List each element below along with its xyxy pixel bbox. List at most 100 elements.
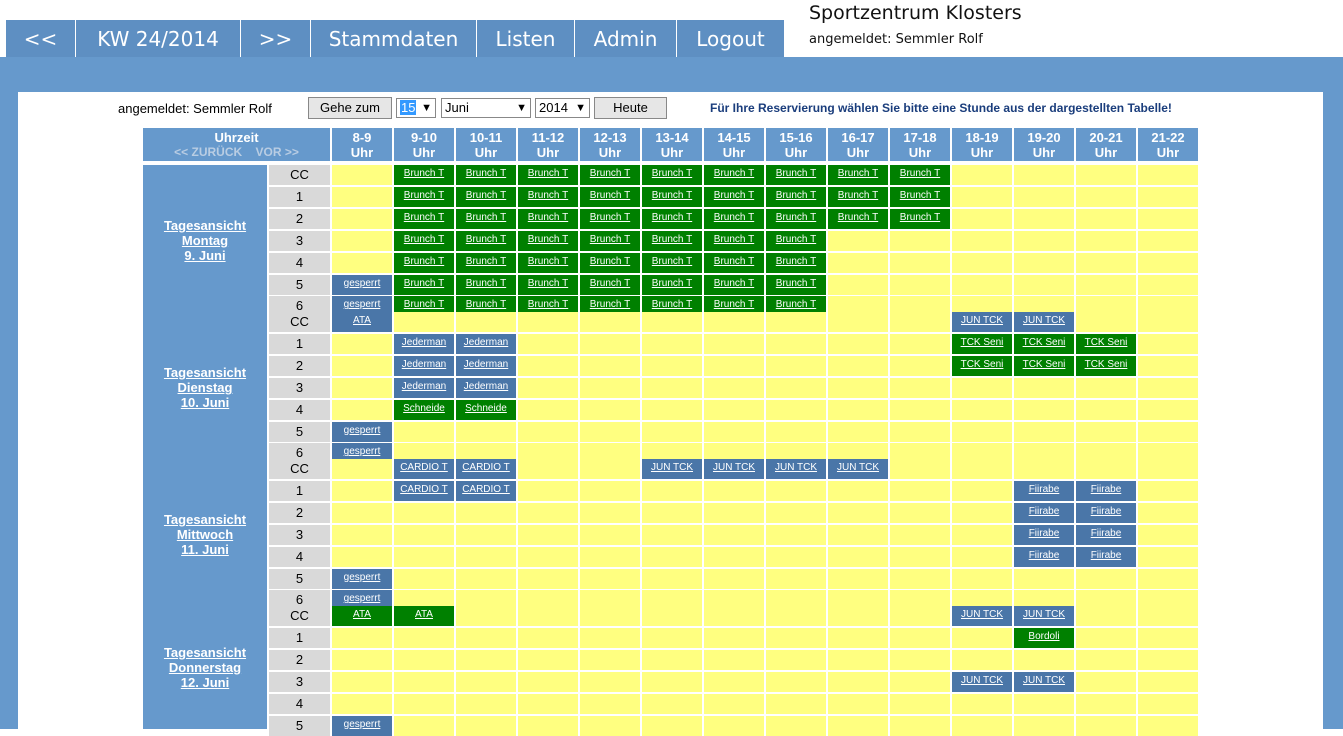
free-slot[interactable]: [580, 480, 640, 502]
free-slot[interactable]: [518, 421, 578, 442]
reservation-entry[interactable]: gesperrt: [332, 443, 392, 464]
free-slot[interactable]: [1014, 186, 1074, 208]
listen-button[interactable]: Listen: [477, 20, 575, 57]
free-slot[interactable]: [890, 671, 950, 693]
reservation-entry[interactable]: Brunch T: [394, 252, 454, 273]
free-slot[interactable]: [1138, 296, 1198, 317]
free-slot[interactable]: [890, 693, 950, 714]
free-slot[interactable]: [890, 312, 950, 333]
free-slot[interactable]: [1076, 377, 1136, 399]
free-slot[interactable]: [890, 502, 950, 524]
reservation-entry[interactable]: Brunch T: [828, 208, 888, 230]
reservation-entry[interactable]: TCK Seni: [1014, 333, 1074, 355]
reservation-entry[interactable]: Brunch T: [828, 186, 888, 208]
free-slot[interactable]: [580, 333, 640, 355]
free-slot[interactable]: [952, 230, 1012, 252]
free-slot[interactable]: [1076, 230, 1136, 252]
free-slot[interactable]: [642, 443, 702, 464]
reservation-entry[interactable]: Brunch T: [580, 186, 640, 208]
reservation-entry[interactable]: Brunch T: [518, 274, 578, 295]
free-slot[interactable]: [1138, 502, 1198, 524]
free-slot[interactable]: [518, 568, 578, 589]
reservation-entry[interactable]: Brunch T: [890, 186, 950, 208]
free-slot[interactable]: [1076, 296, 1136, 317]
free-slot[interactable]: [518, 546, 578, 567]
reservation-entry[interactable]: gesperrt: [332, 296, 392, 317]
free-slot[interactable]: [704, 524, 764, 546]
free-slot[interactable]: [1076, 715, 1136, 736]
reservation-entry[interactable]: Brunch T: [456, 208, 516, 230]
free-slot[interactable]: [766, 399, 826, 420]
reservation-entry[interactable]: Schneide: [456, 399, 516, 420]
free-slot[interactable]: [642, 606, 702, 627]
free-slot[interactable]: [456, 568, 516, 589]
free-slot[interactable]: [952, 186, 1012, 208]
reservation-entry[interactable]: Jederman: [456, 355, 516, 377]
reservation-entry[interactable]: Jederman: [456, 377, 516, 399]
free-slot[interactable]: [456, 627, 516, 649]
free-slot[interactable]: [766, 590, 826, 611]
reservation-entry[interactable]: Brunch T: [766, 230, 826, 252]
free-slot[interactable]: [642, 502, 702, 524]
reservation-entry[interactable]: gesperrt: [332, 568, 392, 589]
free-slot[interactable]: [890, 274, 950, 295]
free-slot[interactable]: [332, 627, 392, 649]
free-slot[interactable]: [518, 590, 578, 611]
reservation-entry[interactable]: Brunch T: [518, 230, 578, 252]
free-slot[interactable]: [332, 165, 392, 186]
free-slot[interactable]: [642, 399, 702, 420]
free-slot[interactable]: [580, 627, 640, 649]
free-slot[interactable]: [1076, 693, 1136, 714]
stammdaten-button[interactable]: Stammdaten: [311, 20, 477, 57]
reservation-entry[interactable]: CARDIO T: [456, 459, 516, 480]
free-slot[interactable]: [580, 568, 640, 589]
reservation-entry[interactable]: Brunch T: [580, 274, 640, 295]
today-button[interactable]: Heute: [594, 97, 667, 119]
free-slot[interactable]: [1076, 590, 1136, 611]
free-slot[interactable]: [828, 252, 888, 273]
free-slot[interactable]: [1076, 208, 1136, 230]
free-slot[interactable]: [518, 502, 578, 524]
free-slot[interactable]: [642, 649, 702, 671]
free-slot[interactable]: [1138, 421, 1198, 442]
free-slot[interactable]: [1076, 399, 1136, 420]
free-slot[interactable]: [704, 421, 764, 442]
free-slot[interactable]: [890, 333, 950, 355]
forward-link[interactable]: VOR >>: [255, 145, 299, 159]
free-slot[interactable]: [952, 502, 1012, 524]
free-slot[interactable]: [890, 568, 950, 589]
free-slot[interactable]: [952, 274, 1012, 295]
free-slot[interactable]: [890, 480, 950, 502]
free-slot[interactable]: [1014, 693, 1074, 714]
reservation-entry[interactable]: Brunch T: [456, 274, 516, 295]
reservation-entry[interactable]: JUN TCK: [642, 459, 702, 480]
free-slot[interactable]: [332, 355, 392, 377]
free-slot[interactable]: [828, 421, 888, 442]
free-slot[interactable]: [766, 480, 826, 502]
free-slot[interactable]: [704, 502, 764, 524]
free-slot[interactable]: [642, 355, 702, 377]
free-slot[interactable]: [766, 671, 826, 693]
free-slot[interactable]: [1076, 421, 1136, 442]
reservation-entry[interactable]: TCK Seni: [952, 333, 1012, 355]
free-slot[interactable]: [704, 671, 764, 693]
reservation-entry[interactable]: Brunch T: [704, 230, 764, 252]
free-slot[interactable]: [952, 627, 1012, 649]
free-slot[interactable]: [1138, 568, 1198, 589]
free-slot[interactable]: [332, 230, 392, 252]
free-slot[interactable]: [704, 546, 764, 567]
free-slot[interactable]: [1014, 296, 1074, 317]
reservation-entry[interactable]: ATA: [332, 312, 392, 333]
free-slot[interactable]: [456, 649, 516, 671]
reservation-entry[interactable]: Brunch T: [394, 296, 454, 317]
free-slot[interactable]: [1138, 274, 1198, 295]
free-slot[interactable]: [1138, 230, 1198, 252]
free-slot[interactable]: [766, 524, 826, 546]
reservation-entry[interactable]: Brunch T: [704, 296, 764, 317]
free-slot[interactable]: [332, 333, 392, 355]
free-slot[interactable]: [394, 590, 454, 611]
free-slot[interactable]: [332, 693, 392, 714]
free-slot[interactable]: [456, 671, 516, 693]
reservation-entry[interactable]: Bordoli: [1014, 627, 1074, 649]
free-slot[interactable]: [518, 693, 578, 714]
